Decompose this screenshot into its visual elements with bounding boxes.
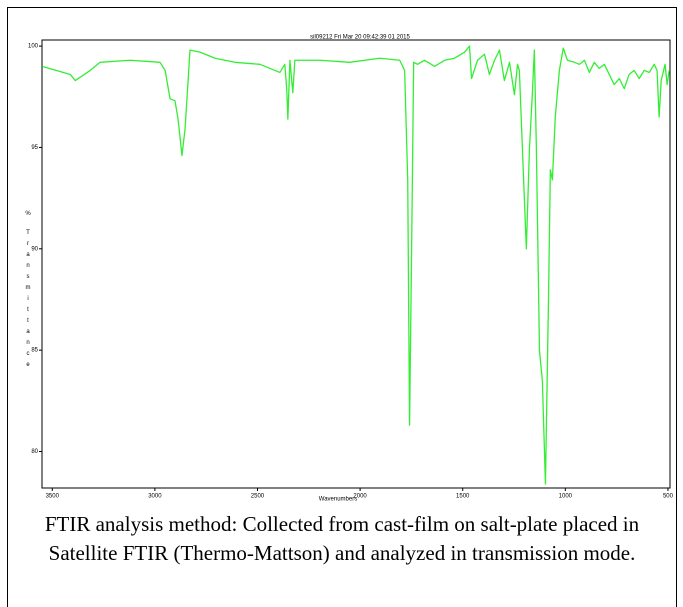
x-tick-label: 2000 [353, 494, 367, 500]
x-tick-label: 3500 [46, 494, 60, 500]
y-tick-label: 95 [31, 145, 38, 151]
figure-frame [7, 7, 677, 607]
x-tick-label: 1500 [456, 494, 470, 500]
spectrum-line [42, 45, 670, 485]
x-tick-label: 2500 [251, 494, 265, 500]
y-tick-label: 90 [31, 246, 38, 252]
chart: sil09212 Fri Mar 20 09:42:39 01 2015 Wav… [25, 35, 674, 503]
y-tick-label: 80 [31, 449, 38, 455]
x-tick-label: 1000 [559, 494, 573, 500]
x-tick-label: 3000 [148, 494, 162, 500]
y-tick-label: 85 [31, 348, 38, 354]
chart-title: sil09212 Fri Mar 20 09:42:39 01 2015 [310, 35, 410, 41]
plot-frame [41, 39, 671, 489]
x-axis-label: Wavenumbers [319, 497, 357, 503]
x-tick-label: 500 [663, 494, 674, 500]
y-tick-label: 100 [28, 44, 39, 50]
caption: FTIR analysis method: Collected from cas… [44, 512, 640, 565]
